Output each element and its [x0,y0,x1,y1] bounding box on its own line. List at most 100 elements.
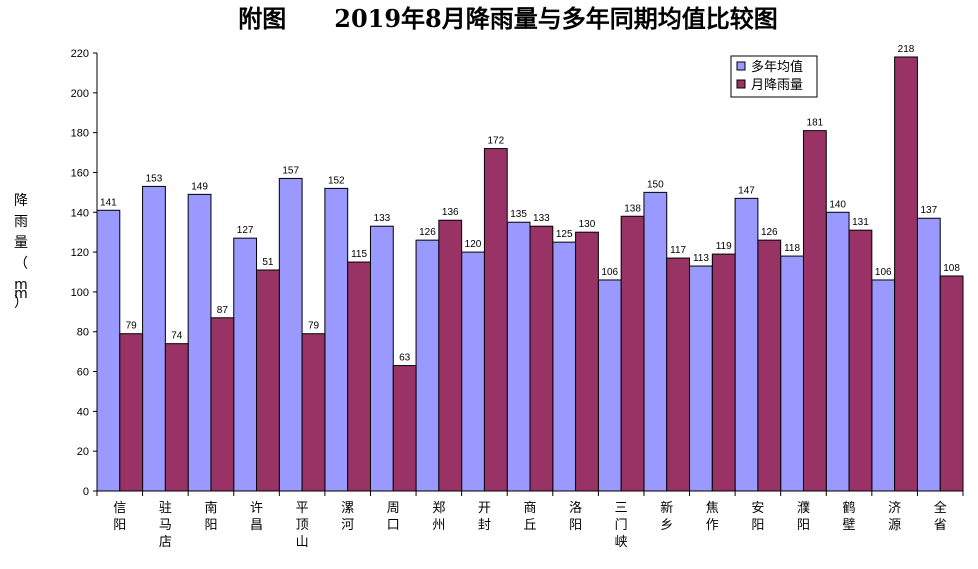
category-label-char: 洛 [569,501,582,516]
data-label: 136 [442,207,459,218]
bar-average [96,209,121,492]
category-label-char: 州 [432,518,445,533]
data-label: 147 [738,185,755,196]
category-label-char: 山 [296,535,309,550]
bar-average [689,265,713,492]
bar-average [233,237,258,492]
y-axis-label: 降雨量（mm） [14,193,28,311]
bar-monthly [392,365,417,492]
data-label: 149 [191,181,208,192]
bars [96,56,964,492]
y-axis-label-char: m [14,277,28,293]
data-label: 152 [328,175,345,186]
y-tick-label: 140 [71,207,89,219]
y-tick-label: 200 [71,88,89,100]
bar-monthly [620,215,645,492]
bar-monthly [483,148,508,492]
bar-monthly [529,225,554,492]
y-tick-label: 160 [71,167,89,179]
legend-swatch [736,61,746,71]
data-label: 130 [579,219,596,230]
bar-average [506,221,531,492]
y-axis-label-char: ） [14,295,28,311]
category-label-char: 店 [159,535,172,550]
data-label: 172 [487,136,504,147]
category-label: 周口 [387,501,400,533]
category-label-char: 南 [204,500,217,516]
bar-average [552,241,577,492]
bar-monthly [802,130,827,492]
category-label-char: 乡 [660,518,673,533]
bar-monthly [301,333,326,492]
data-label: 106 [875,267,892,278]
bar-average [871,279,896,492]
category-label: 商丘 [523,501,536,533]
category-label-char: 阳 [797,518,810,533]
y-axis-label-char: （ [14,256,28,272]
category-label-char: 昌 [250,518,263,533]
category-label-char: 新 [660,500,673,516]
category-label: 安阳 [751,501,764,533]
data-label: 138 [624,203,641,214]
legend-label: 月降雨量 [751,78,803,93]
legend-label: 多年均值 [751,59,803,75]
category-label-char: 漯 [341,501,354,516]
category-label-char: 商 [523,501,536,516]
bar-monthly [347,261,371,492]
category-label: 鹤壁 [843,500,856,533]
bar-monthly [164,343,189,492]
category-label-char: 郑 [432,501,445,516]
category-label: 平顶山 [296,501,309,550]
data-label: 79 [126,321,138,332]
data-label: 118 [784,243,800,254]
category-label-char: 口 [387,518,400,533]
y-tick-label: 0 [83,486,89,498]
bar-average [278,177,303,492]
bar-average [187,193,212,492]
category-label-char: 阳 [113,518,126,533]
category-label-char: 马 [159,518,172,533]
data-label: 51 [262,257,274,268]
data-label: 126 [419,227,436,238]
y-tick-label: 120 [71,247,89,259]
bar-monthly [848,229,873,492]
category-label: 焦作 [706,501,719,533]
category-label: 信阳 [113,501,126,533]
y-tick-label: 60 [77,367,89,379]
data-label: 131 [852,217,869,228]
bar-monthly [939,275,964,492]
y-tick-label: 80 [77,327,89,339]
bar-average [324,187,349,492]
bar-monthly [575,231,599,492]
category-label-char: 平 [296,501,309,516]
data-label: 126 [761,227,778,238]
data-label: 87 [217,305,229,316]
category-label-char: 许 [250,501,263,516]
category-label-char: 焦 [706,501,719,516]
category-label-char: 峡 [615,535,628,550]
category-label-char: 阳 [569,518,582,533]
category-label: 漯河 [341,501,354,533]
data-label: 137 [920,205,937,216]
category-label-char: 源 [888,518,901,533]
data-label: 127 [237,225,254,236]
category-label-char: 阳 [751,518,764,533]
data-label: 117 [670,245,686,256]
data-label: 74 [171,331,183,342]
category-label: 三门峡 [615,501,628,550]
category-label-char: 封 [478,518,491,533]
data-label: 181 [807,118,824,129]
data-label: 115 [351,249,367,260]
category-label: 许昌 [250,501,263,533]
data-label: 153 [146,173,163,184]
data-label: 157 [282,165,299,176]
bar-average [597,279,622,492]
data-label: 133 [374,213,391,224]
data-labels: 141 153 149 127 157 152 133 126 120 135 125 106 150 1… [100,44,960,364]
data-label: 63 [399,353,411,364]
category-label-char: 壁 [843,518,856,533]
data-label: 108 [943,263,960,274]
category-label-char: 濮 [797,501,810,516]
